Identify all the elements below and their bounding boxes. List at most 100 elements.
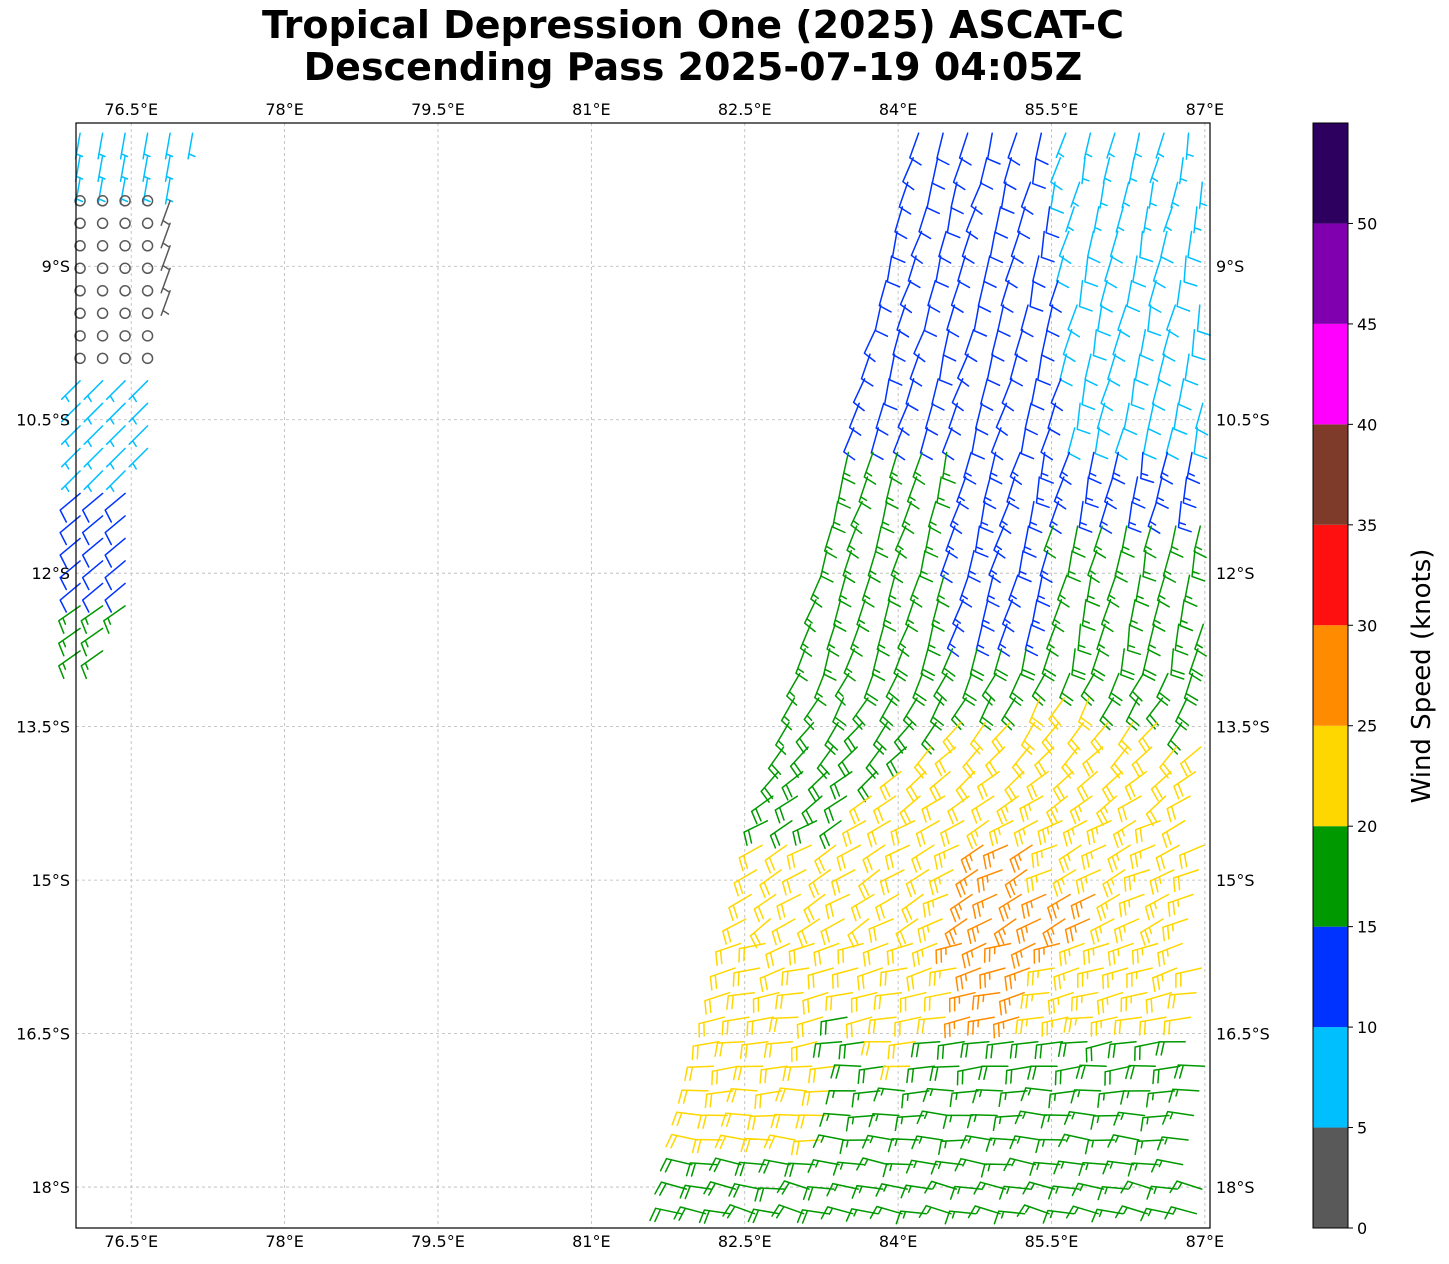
wind-barb [1170, 648, 1185, 680]
wind-barb [1054, 1065, 1083, 1086]
wind-barb [1101, 770, 1123, 802]
wind-barb [832, 697, 847, 731]
wind-barb [943, 1016, 971, 1039]
wind-barb [1096, 991, 1124, 1015]
wind-barb [880, 1065, 911, 1081]
wind-barb [1155, 476, 1169, 509]
wind-barb [1087, 549, 1100, 584]
x-tick-label-top: 82.5°E [718, 100, 772, 119]
wind-barb [1086, 230, 1101, 264]
wind-barb [955, 869, 979, 898]
wind-barb [1069, 795, 1093, 825]
x-tick-label-top: 81°E [572, 100, 610, 119]
wind-barb [803, 697, 820, 731]
wind-barb [936, 476, 951, 509]
wind-barb [846, 525, 859, 559]
wind-barb [119, 132, 129, 160]
wind-barb [897, 402, 910, 436]
wind-barb [979, 157, 994, 190]
wind-barb [128, 447, 149, 470]
wind-barb [956, 476, 969, 510]
wind-barb [60, 380, 81, 403]
wind-barb [949, 893, 973, 923]
wind-barb [1063, 1111, 1097, 1125]
wind-barb [866, 820, 891, 848]
wind-barb [1159, 451, 1174, 485]
wind-barb [768, 1016, 799, 1033]
wind-barb [1094, 427, 1109, 460]
colorbar-segment [1313, 926, 1348, 1028]
wind-barb [976, 869, 1003, 893]
wind-barb [880, 500, 895, 534]
wind-barb [142, 177, 151, 205]
wind-barb [830, 1064, 862, 1079]
wind-barb [944, 918, 968, 947]
wind-barb [905, 770, 927, 802]
wind-barb [1058, 1133, 1091, 1148]
colorbar-tick-label: 40 [1357, 415, 1377, 434]
wind-barb [1155, 844, 1180, 872]
y-tick-label-right: 9°S [1216, 257, 1244, 276]
wind-barb [1111, 451, 1126, 485]
wind-barb [83, 470, 104, 493]
wind-barb [863, 451, 877, 485]
wind-barb [1134, 1041, 1162, 1062]
wind-barb [1008, 574, 1021, 608]
wind-barb [1117, 721, 1134, 755]
wind-barb [1093, 206, 1102, 234]
wind-barb [1020, 1087, 1053, 1102]
wind-barb [954, 1157, 988, 1172]
wind-barb [1075, 1064, 1107, 1080]
wind-barb [1004, 770, 1025, 803]
wind-barb [1144, 893, 1170, 921]
wind-barb [1052, 770, 1074, 802]
wind-barb [796, 1016, 824, 1039]
wind-barb [788, 942, 815, 966]
wind-barb [1163, 1016, 1192, 1036]
wind-barb [164, 177, 174, 205]
wind-barb [1055, 255, 1070, 289]
wind-barb [1156, 1136, 1189, 1151]
wind-barb [837, 942, 864, 965]
wind-barb [104, 492, 126, 523]
wind-barb [884, 844, 910, 871]
wind-barb [1191, 328, 1206, 361]
wind-barb [972, 1088, 1004, 1104]
wind-barb [1141, 648, 1157, 681]
wind-barb [1055, 132, 1067, 159]
calm-circle [74, 285, 86, 297]
wind-barb [1082, 746, 1104, 777]
wind-barb [60, 425, 81, 448]
wind-barb [1186, 451, 1201, 485]
wind-barb [825, 893, 851, 920]
wind-barb [819, 820, 842, 850]
wind-barb [790, 1139, 821, 1156]
wind-barb [1164, 1206, 1198, 1220]
colorbar-segment [1313, 223, 1348, 324]
wind-barb [775, 721, 790, 755]
wind-barb [1126, 967, 1153, 989]
wind-barb [739, 1041, 769, 1060]
wind-barb [967, 1016, 995, 1036]
colorbar-tick-label: 35 [1357, 516, 1377, 535]
wind-barb [1090, 918, 1115, 945]
wind-barb [922, 1087, 955, 1103]
wind-barb [1040, 451, 1054, 484]
wind-barb [919, 549, 934, 583]
calm-circle [119, 352, 131, 365]
x-tick-label-bottom: 84°E [879, 1232, 917, 1251]
wind-barb [759, 869, 782, 899]
wind-barb [1020, 304, 1034, 338]
wind-barb [81, 582, 104, 613]
wind-barb [1157, 942, 1183, 967]
calm-circle [96, 307, 109, 320]
wind-barb [997, 623, 1011, 657]
wind-barb [1064, 918, 1091, 944]
wind-barb [1070, 991, 1099, 1012]
calm-circle [141, 195, 154, 207]
wind-barb [1067, 427, 1081, 460]
wind-barb [799, 623, 813, 657]
calm-circle [141, 262, 154, 275]
wind-barb [795, 648, 808, 682]
wind-barb [950, 181, 964, 215]
